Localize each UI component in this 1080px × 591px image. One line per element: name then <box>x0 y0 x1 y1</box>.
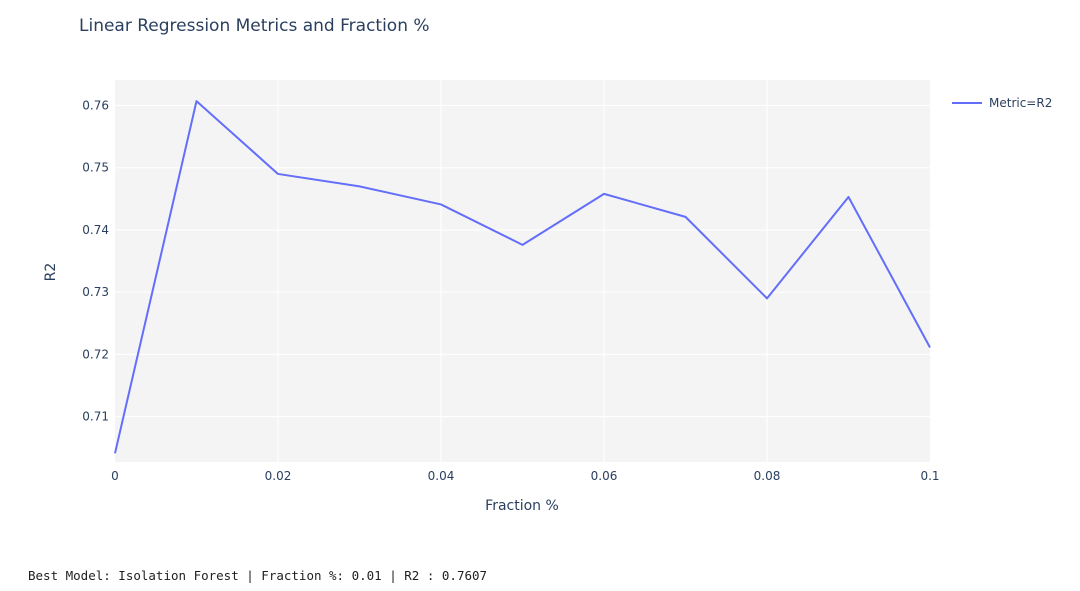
chart-container: Linear Regression Metrics and Fraction %… <box>43 16 1052 514</box>
data-point[interactable] <box>357 184 362 189</box>
series-layer <box>113 99 933 456</box>
x-axis-title: Fraction % <box>485 498 559 514</box>
x-tick-label: 0.04 <box>428 469 455 483</box>
series-line[interactable] <box>114 100 931 454</box>
legend-label[interactable]: Metric=R2 <box>989 96 1052 110</box>
legend[interactable]: Metric=R2 <box>952 96 1052 110</box>
x-tick-label: 0 <box>111 469 119 483</box>
data-point[interactable] <box>683 214 688 219</box>
y-axis-title: R2 <box>43 263 59 282</box>
y-tick-label: 0.76 <box>82 99 109 113</box>
x-tick-label: 0.08 <box>754 469 781 483</box>
x-axis-ticks: 0 0.02 0.04 0.06 0.08 0.1 <box>111 469 939 483</box>
x-tick-label: 0.02 <box>265 469 292 483</box>
data-point[interactable] <box>113 451 118 456</box>
y-axis-ticks: 0.71 0.72 0.73 0.74 0.75 0.76 <box>82 99 109 424</box>
data-point[interactable] <box>194 99 199 104</box>
y-tick-label: 0.71 <box>82 410 109 424</box>
y-tick-label: 0.75 <box>82 161 109 175</box>
best-model-output: Best Model: Isolation Forest | Fraction … <box>28 568 488 583</box>
x-tick-label: 0.06 <box>591 469 618 483</box>
data-point[interactable] <box>928 345 933 350</box>
data-point[interactable] <box>276 171 281 176</box>
plot-area <box>115 80 930 462</box>
chart-title: Linear Regression Metrics and Fraction % <box>79 16 430 36</box>
y-tick-label: 0.73 <box>82 285 109 299</box>
data-point[interactable] <box>602 191 607 196</box>
data-point[interactable] <box>846 194 851 199</box>
grid-lines <box>115 80 930 462</box>
data-point[interactable] <box>765 296 770 301</box>
y-tick-label: 0.72 <box>82 347 109 361</box>
data-point[interactable] <box>520 242 525 247</box>
y-tick-label: 0.74 <box>82 223 109 237</box>
x-tick-label: 0.1 <box>920 469 939 483</box>
data-point[interactable] <box>439 202 444 207</box>
line-chart: Linear Regression Metrics and Fraction %… <box>43 16 1052 514</box>
